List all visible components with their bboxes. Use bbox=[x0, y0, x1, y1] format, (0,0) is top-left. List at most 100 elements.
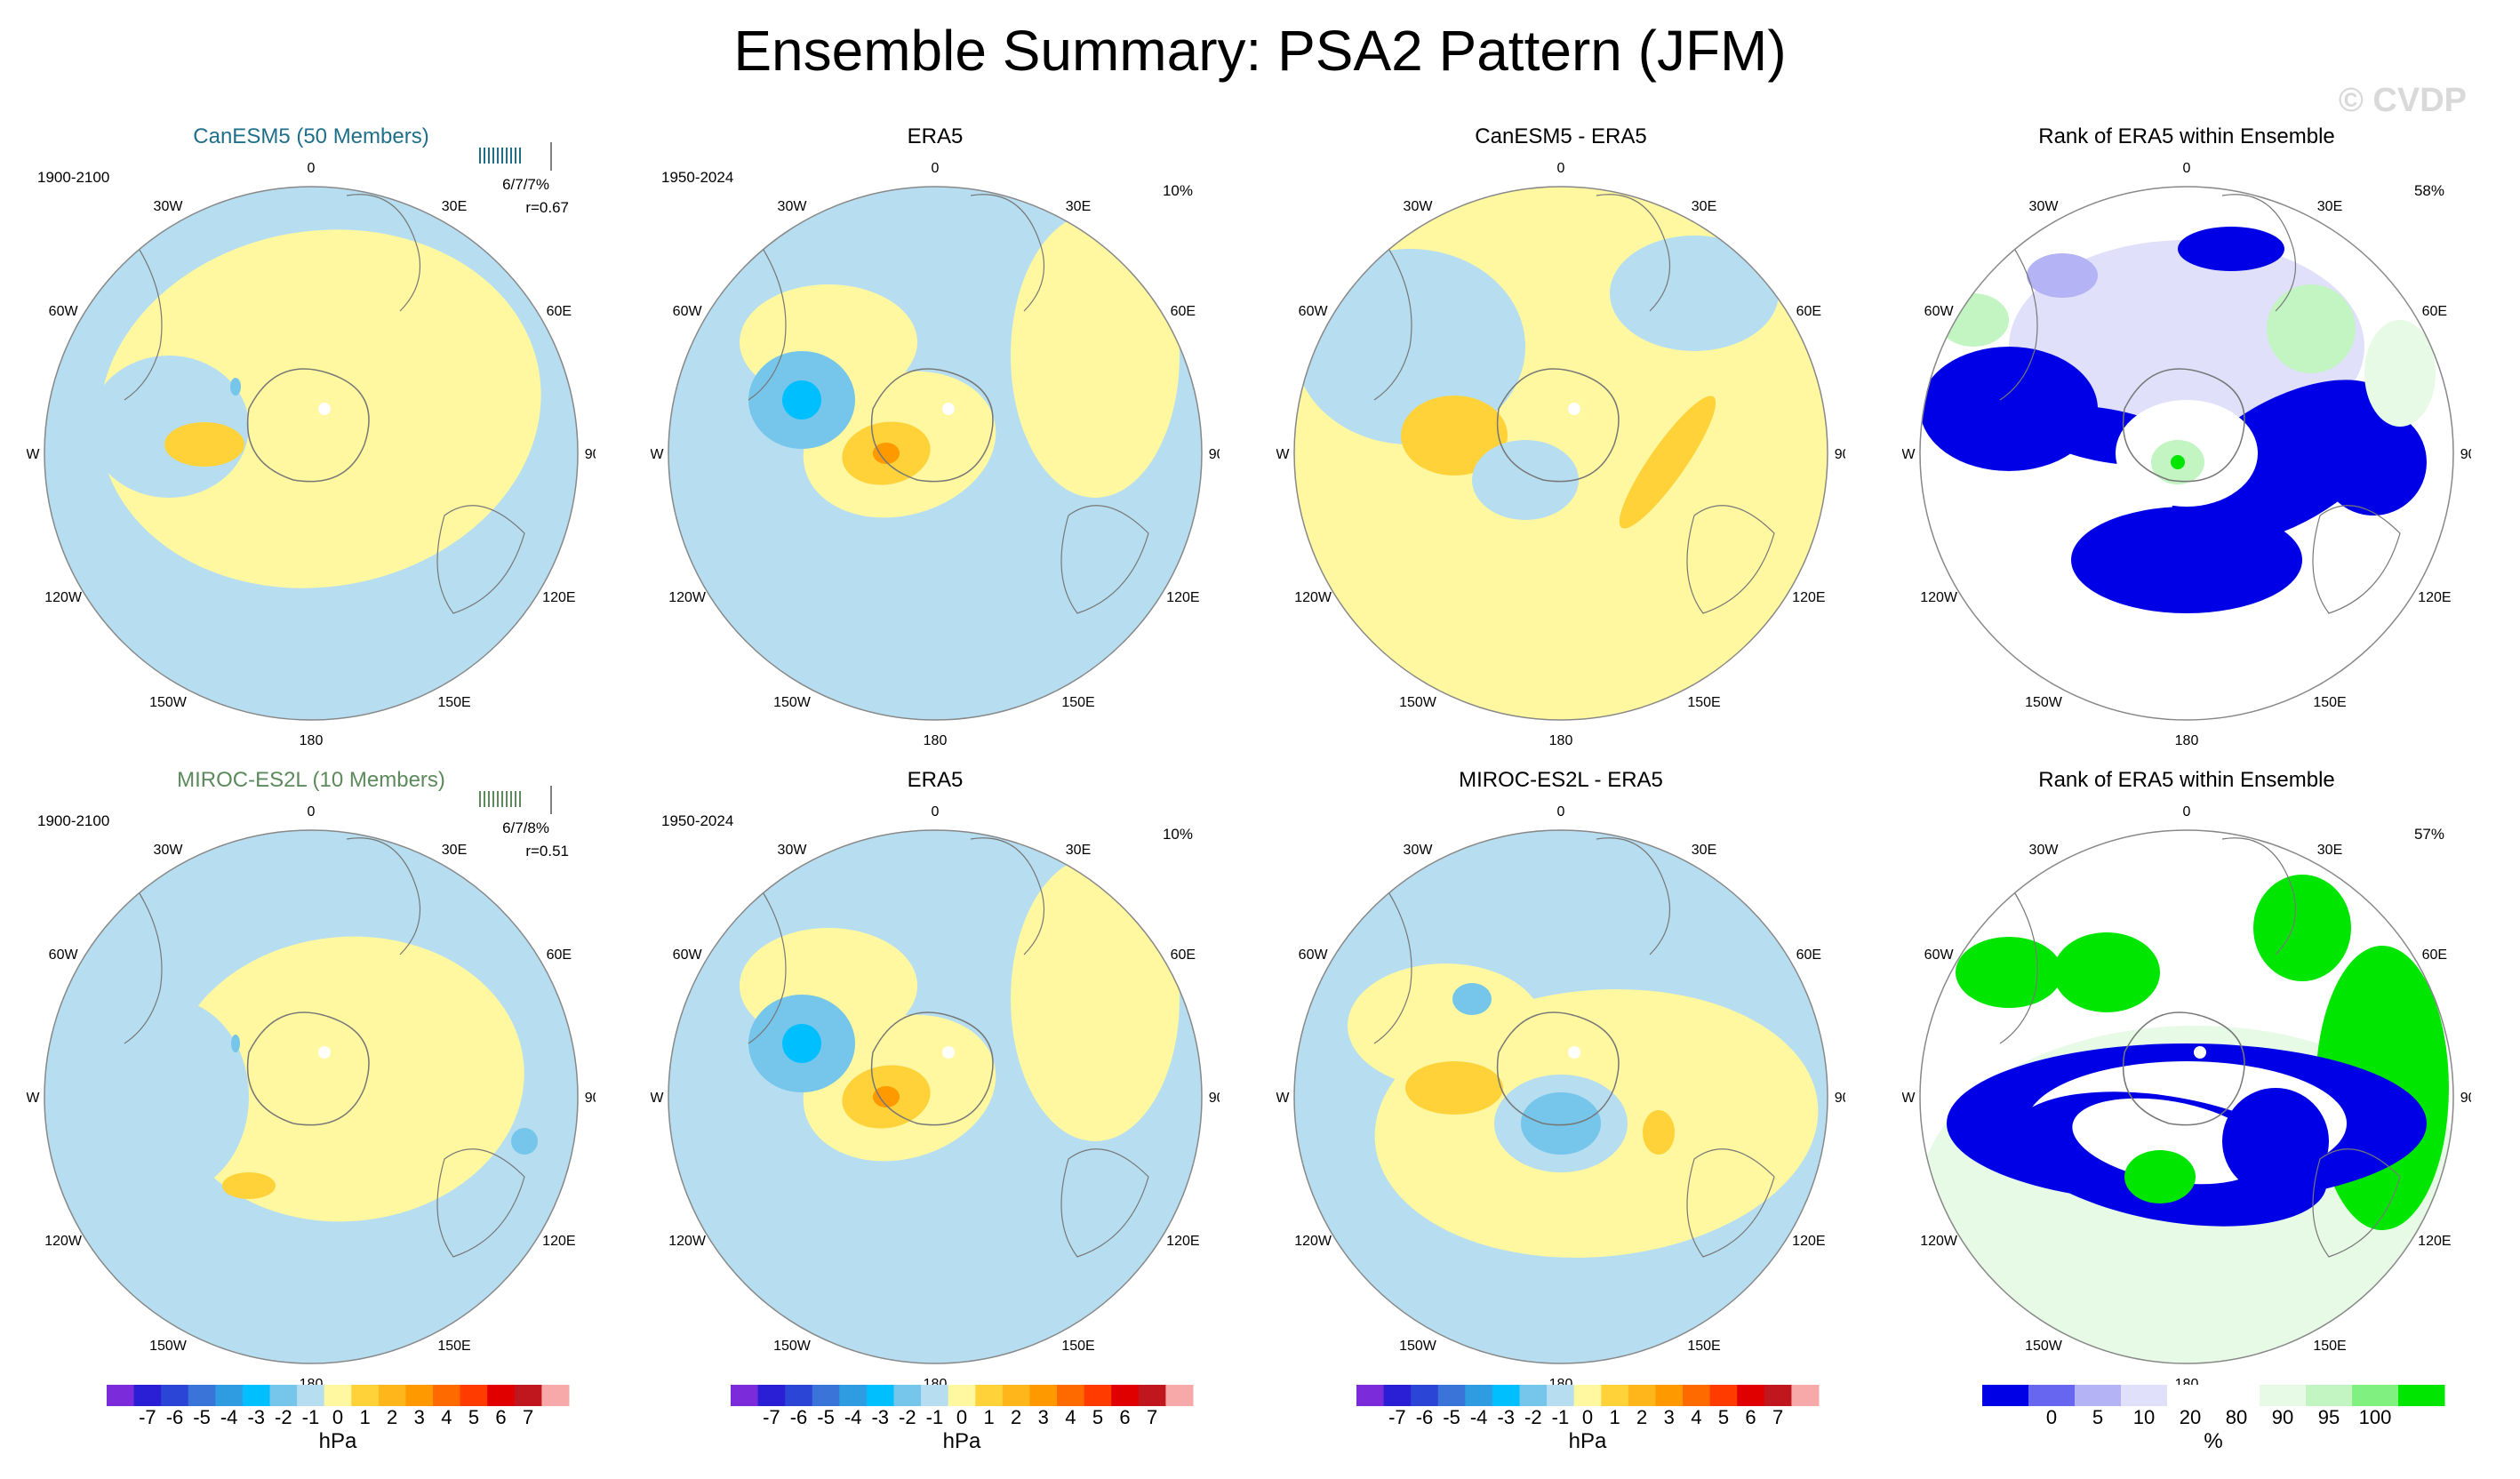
south-america-coastline bbox=[1373, 239, 1412, 401]
south-america-coastline bbox=[1999, 883, 2038, 1044]
colorbar-label: -6 bbox=[165, 1406, 184, 1428]
longitude-label: 30W bbox=[1404, 199, 1434, 214]
antarctica-coastline bbox=[870, 368, 994, 483]
panel-title: MIROC-ES2L - ERA5 bbox=[1459, 768, 1663, 792]
longitude-label: 30W bbox=[2029, 199, 2060, 214]
map-border bbox=[44, 829, 579, 1364]
colorbar-swatch bbox=[1002, 1385, 1030, 1406]
longitude-label: 30W bbox=[1404, 843, 1434, 858]
south-pole-marker bbox=[942, 403, 955, 415]
longitude-label: 30E bbox=[442, 199, 467, 214]
antarctica-coastline bbox=[246, 368, 370, 483]
colorbar-label: 0 bbox=[2045, 1406, 2058, 1428]
colorbar-swatch bbox=[1465, 1385, 1493, 1406]
colorbar-swatch bbox=[1383, 1385, 1412, 1406]
anomaly-contour bbox=[2267, 284, 2356, 373]
longitude-label: 120E bbox=[1792, 590, 1825, 605]
longitude-label: 150W bbox=[149, 1339, 188, 1354]
anomaly-contour bbox=[1521, 1092, 1601, 1155]
colorbar-unit: hPa bbox=[942, 1429, 981, 1453]
longitude-label: 120W bbox=[1294, 1234, 1332, 1249]
colorbar-label: -5 bbox=[817, 1406, 835, 1428]
colorbar-hpa-3: -7 -6 -5 -4 -3 -2 -1 0 1 2 3 4 5 6 7 hPa bbox=[1339, 1383, 1836, 1463]
longitude-label: 150W bbox=[773, 695, 812, 710]
colorbar-label: -6 bbox=[789, 1406, 808, 1428]
longitude-label: 120E bbox=[2418, 590, 2451, 605]
colorbar-unit: hPa bbox=[1568, 1429, 1607, 1453]
longitude-label: 30E bbox=[442, 843, 467, 858]
longitude-label: 60E bbox=[2422, 304, 2447, 319]
colorbar-label: 5 bbox=[2092, 1406, 2104, 1428]
longitude-label: 0 bbox=[932, 804, 940, 819]
longitude-label: 150E bbox=[1687, 1339, 1720, 1354]
map-border bbox=[668, 829, 1203, 1364]
colorbar-swatch bbox=[1791, 1385, 1820, 1406]
anomaly-contour bbox=[782, 1024, 821, 1063]
colorbar-label: -7 bbox=[1388, 1406, 1406, 1428]
longitude-label: 150W bbox=[2025, 1339, 2063, 1354]
colorbar-label: 3 bbox=[1037, 1406, 1049, 1428]
colorbar-swatch bbox=[133, 1385, 162, 1406]
south-america-coastline bbox=[1999, 239, 2038, 401]
anomaly-contour bbox=[1956, 937, 2062, 1008]
colorbar-label: -1 bbox=[301, 1406, 320, 1428]
colorbar-swatch bbox=[2260, 1385, 2307, 1406]
anomaly-contour bbox=[1011, 857, 1180, 1141]
anomaly-contour bbox=[1405, 1061, 1503, 1115]
anomaly-contour bbox=[2320, 409, 2427, 516]
colorbar-swatch bbox=[188, 1385, 216, 1406]
colorbar-swatch bbox=[1057, 1385, 1085, 1406]
australia-coastline bbox=[1686, 505, 1775, 614]
longitude-label: 30E bbox=[2317, 199, 2342, 214]
antarctica-coastline bbox=[2122, 1011, 2245, 1126]
colorbar-swatch bbox=[1601, 1385, 1629, 1406]
polar-map: 030E60E90E120E150E180150W120W90W60W30W bbox=[1902, 804, 2471, 1392]
colorbar-swatch bbox=[460, 1385, 488, 1406]
member-spread-bar bbox=[479, 142, 552, 171]
polar-map: 030E60E90E120E150E180150W120W90W60W30W bbox=[27, 804, 596, 1392]
colorbar-label: 1 bbox=[983, 1406, 995, 1428]
colorbar-label: 5 bbox=[1092, 1406, 1104, 1428]
colorbar-swatch bbox=[1573, 1385, 1602, 1406]
colorbar-swatch bbox=[1165, 1385, 1194, 1406]
colorbar-swatch bbox=[1138, 1385, 1166, 1406]
anomaly-contour bbox=[1938, 293, 2009, 347]
colorbar-label: 5 bbox=[468, 1406, 480, 1428]
colorbar-label: 4 bbox=[1065, 1406, 1076, 1428]
longitude-label: 30E bbox=[2317, 843, 2342, 858]
australia-coastline bbox=[1686, 1148, 1775, 1258]
colorbar-label: -2 bbox=[275, 1406, 292, 1428]
south-pole-marker bbox=[318, 403, 331, 415]
colorbar-label: -2 bbox=[1524, 1406, 1542, 1428]
percent-label: 10% bbox=[1162, 826, 1193, 843]
colorbar-swatch bbox=[921, 1385, 949, 1406]
map-panel-rank: Rank of ERA5 within Ensemble 0 30E 60E 90E 12… bbox=[1902, 768, 2471, 1452]
longitude-label: 90W bbox=[1276, 447, 1290, 462]
colorbar-swatch bbox=[161, 1385, 189, 1406]
colorbar-label: 1 bbox=[1609, 1406, 1620, 1428]
colorbar-label: 0 bbox=[332, 1406, 344, 1428]
colorbar-label: 10 bbox=[2132, 1406, 2156, 1428]
antarctica-coastline bbox=[1496, 1011, 1620, 1126]
australia-coastline bbox=[436, 1148, 525, 1258]
pattern-correlation: r=0.51 bbox=[525, 843, 569, 859]
longitude-label: 120W bbox=[44, 1234, 83, 1249]
longitude-label: 30W bbox=[778, 843, 808, 858]
colorbar-label: 0 bbox=[956, 1406, 968, 1428]
colorbar-swatch bbox=[1111, 1385, 1140, 1406]
longitude-label: 60W bbox=[1299, 947, 1329, 963]
anomaly-contour bbox=[1643, 1110, 1675, 1155]
colorbar-swatch bbox=[2306, 1385, 2353, 1406]
panel-title: CanESM5 (50 Members) bbox=[193, 124, 429, 148]
longitude-label: 180 bbox=[1549, 733, 1573, 748]
map-panel-model: CanESM5 (50 Members) 0 30E 60E 90E 120E 150E 18… bbox=[27, 124, 596, 809]
longitude-label: 150W bbox=[773, 1339, 812, 1354]
percent-label: 58% bbox=[2413, 182, 2444, 199]
australia-coastline bbox=[2312, 1148, 2401, 1258]
polar-map: 030E60E90E120E150E180150W120W90W60W30W bbox=[1276, 804, 1845, 1392]
colorbar-label: -1 bbox=[925, 1406, 944, 1428]
colorbar-swatch bbox=[1655, 1385, 1684, 1406]
longitude-label: 0 bbox=[1557, 804, 1565, 819]
longitude-label: 30W bbox=[154, 843, 184, 858]
colorbar-swatch bbox=[1628, 1385, 1656, 1406]
